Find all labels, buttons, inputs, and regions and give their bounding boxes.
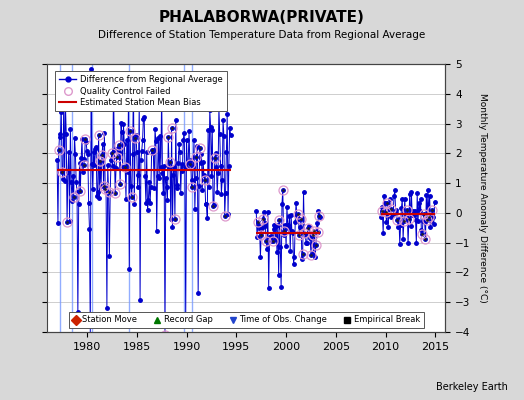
Text: Berkeley Earth: Berkeley Earth [436, 382, 508, 392]
Text: Difference of Station Temperature Data from Regional Average: Difference of Station Temperature Data f… [99, 30, 425, 40]
Text: PHALABORWA(PRIVATE): PHALABORWA(PRIVATE) [159, 10, 365, 25]
Legend: Station Move, Record Gap, Time of Obs. Change, Empirical Break: Station Move, Record Gap, Time of Obs. C… [69, 312, 423, 328]
Y-axis label: Monthly Temperature Anomaly Difference (°C): Monthly Temperature Anomaly Difference (… [478, 93, 487, 303]
